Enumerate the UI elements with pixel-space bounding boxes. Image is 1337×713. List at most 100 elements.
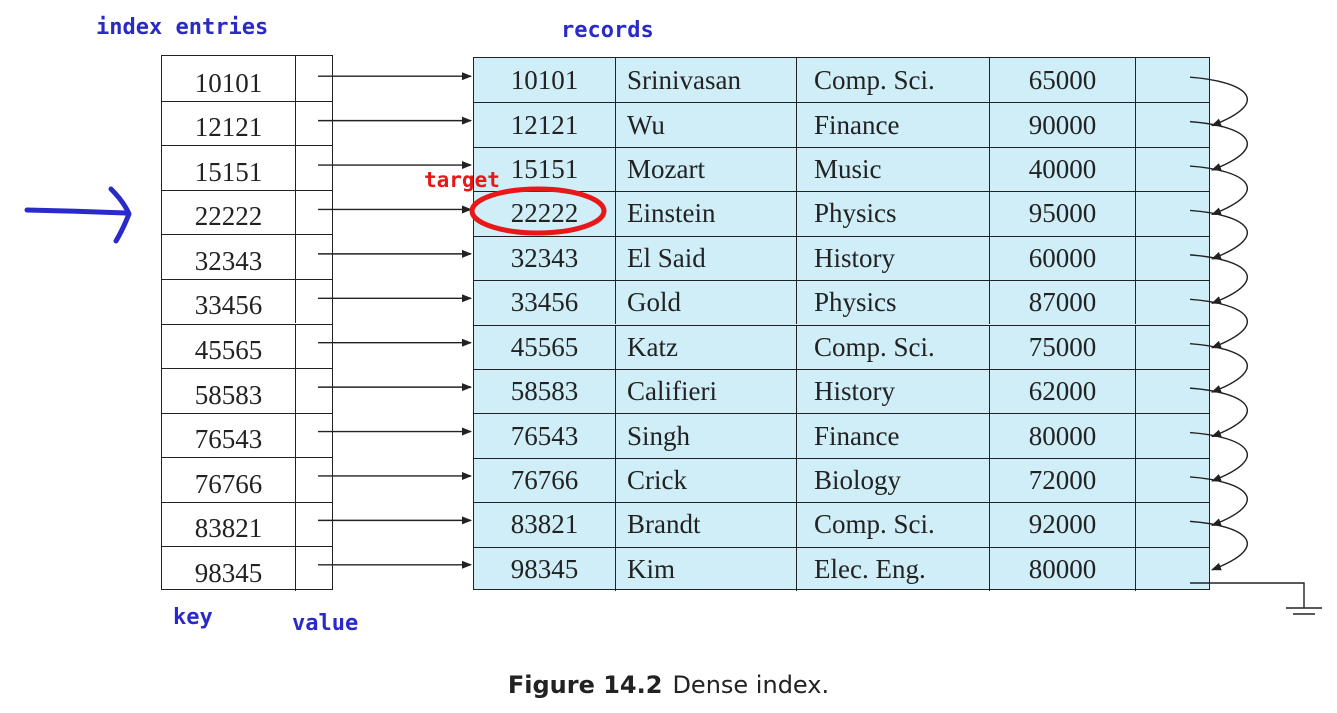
record-id-cell: 45565 [510,331,579,362]
index-pointer-cell [295,502,332,547]
index-pointer-arrows [318,72,472,569]
record-name-cell: Mozart [615,147,796,192]
record-name-cell: Wu [615,103,796,147]
record-dept-cell: Physics [796,281,989,325]
record-row: 58583 Califieri History 62000 [474,368,1209,414]
record-row: 76543 Singh Finance 80000 [474,413,1209,458]
index-key-cell: 22222 [194,201,263,232]
index-pointer-cell [295,369,332,413]
index-entry-row: 15151 [162,145,332,190]
record-pointer-cell [1135,147,1209,192]
record-name-cell: Singh [615,414,796,458]
index-key-cell: 15151 [194,156,263,187]
record-row: 10101 Srinivasan Comp. Sci. 65000 [474,58,1209,103]
pointer-arrow-icon [24,186,132,244]
record-name-cell: Katz [615,325,796,369]
index-key-cell: 76543 [194,424,263,455]
record-dept-cell: Comp. Sci. [796,58,989,103]
record-id-cell: 98345 [510,553,579,584]
record-row: 76766 Crick Biology 72000 [474,457,1209,503]
index-key-cell: 10101 [194,67,263,98]
record-pointer-cell [1135,547,1209,591]
index-pointer-cell [295,146,332,190]
record-salary-cell: 65000 [989,58,1135,103]
record-salary-cell: 40000 [989,147,1135,192]
target-label: target [424,168,500,192]
index-pointer-cell [295,547,332,591]
record-row: 32343 El Said History 60000 [474,235,1209,281]
record-id-cell: 33456 [510,287,579,318]
index-key-cell: 33456 [194,290,263,321]
value-label: value [292,611,359,636]
record-salary-cell: 92000 [989,503,1135,547]
figure-number: Figure 14.2 [507,671,663,699]
index-entry-row: 45565 [162,323,332,369]
record-salary-cell: 62000 [989,369,1135,414]
record-name-cell: Crick [615,458,796,503]
index-key-cell: 12121 [194,112,263,143]
record-dept-cell: Comp. Sci. [796,503,989,547]
record-id-cell: 22222 [510,198,579,229]
record-pointer-cell [1135,236,1209,281]
record-name-cell: Califieri [615,369,796,414]
record-salary-cell: 90000 [989,103,1135,147]
record-dept-cell: Biology [796,458,989,503]
index-key-cell: 76766 [194,468,263,499]
record-pointer-cell [1135,325,1209,369]
record-name-cell: Einstein [615,192,796,236]
record-row: 12121 Wu Finance 90000 [474,102,1209,147]
record-id-cell: 76543 [510,420,579,451]
record-name-cell: Brandt [615,503,796,547]
index-pointer-cell [295,413,332,458]
index-table: 10101 12121 15151 22222 32343 33456 45565 58583… [161,55,333,591]
index-entry-row: 58583 [162,368,332,413]
record-dept-cell: Finance [796,414,989,458]
record-pointer-cell [1135,414,1209,458]
record-pointer-cell [1135,369,1209,414]
record-id-cell: 15151 [510,154,579,185]
index-pointer-cell [295,279,332,324]
record-salary-cell: 87000 [989,281,1135,325]
record-row: 45565 Katz Comp. Sci. 75000 [474,324,1209,369]
index-entry-row: 76543 [162,412,332,458]
record-pointer-cell [1135,503,1209,547]
record-id-cell: 10101 [510,64,579,95]
record-row: 15151 Mozart Music 40000 [474,146,1209,192]
record-name-cell: Srinivasan [615,58,796,103]
index-entry-row: 32343 [162,234,332,279]
record-id-cell: 76766 [510,464,579,495]
record-dept-cell: Comp. Sci. [796,325,989,369]
records-label: records [561,18,654,43]
record-salary-cell: 72000 [989,458,1135,503]
index-key-cell: 45565 [194,335,263,366]
records-table: 10101 Srinivasan Comp. Sci. 65000 12121 Wu Fin… [473,57,1210,591]
index-key-cell: 32343 [194,245,263,276]
record-name-cell: Gold [615,281,796,325]
index-key-cell: 83821 [194,513,263,544]
index-pointer-cell [295,458,332,502]
index-entry-row: 98345 [162,546,332,591]
record-pointer-cell [1135,58,1209,103]
caption-text: Dense index. [672,671,830,699]
record-id-cell: 58583 [510,376,579,407]
record-salary-cell: 80000 [989,414,1135,458]
key-label: key [173,605,213,630]
record-salary-cell: 60000 [989,236,1135,281]
record-salary-cell: 95000 [989,192,1135,236]
index-pointer-cell [295,235,332,279]
index-entry-row: 76766 [162,457,332,502]
index-entry-row: 10101 [162,56,332,101]
index-entries-label: index entries [96,15,269,40]
record-name-cell: El Said [615,236,796,281]
record-pointer-cell [1135,281,1209,325]
record-dept-cell: History [796,236,989,281]
index-key-cell: 58583 [194,379,263,410]
figure-caption: Figure 14.2 Dense index. [0,673,1337,697]
record-pointer-cell [1135,192,1209,236]
record-row: 22222 Einstein Physics 95000 [474,191,1209,236]
record-salary-cell: 80000 [989,547,1135,591]
record-row: 83821 Brandt Comp. Sci. 92000 [474,502,1209,547]
index-key-cell: 98345 [194,557,263,588]
index-entry-row: 12121 [162,100,332,146]
record-pointer-cell [1135,103,1209,147]
